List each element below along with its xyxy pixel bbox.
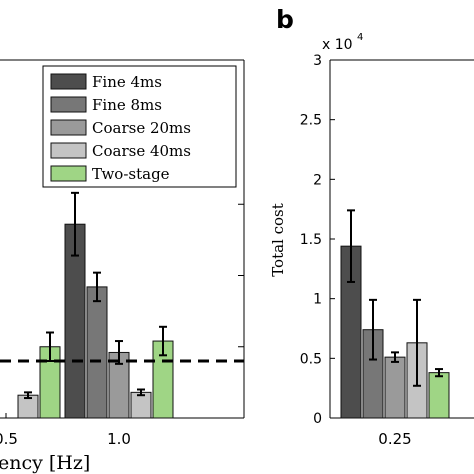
bar-b-two-stage [428, 372, 450, 419]
y-tick-label-b-2-5: 2.5 [300, 113, 322, 129]
y-tick-label-b-0: 0 [313, 411, 322, 427]
legend-label-fine-4ms: Fine 4ms [92, 73, 162, 91]
x-tick-label-b-0-25: 0.25 [378, 430, 411, 448]
y-tick-label-b-2: 2 [313, 172, 322, 188]
legend-swatch-fine-8ms [50, 96, 87, 113]
y-axis-label-b: Total cost [269, 203, 287, 277]
y-tick-label-b-1: 1 [313, 292, 322, 308]
legend-swatch-two-stage [50, 165, 87, 182]
y-tick-label-b-1-5: 1.5 [300, 232, 322, 248]
x-axis-label-a: ency [Hz] [0, 452, 90, 474]
y-tick-label-b-0-5: 0.5 [300, 351, 322, 367]
bar-b-coarse-20ms [384, 356, 406, 419]
y-exponent-label-b: x 10 [322, 37, 353, 53]
legend-swatch-coarse-40ms [50, 142, 87, 159]
y-tick-label-b-3: 3 [313, 53, 322, 69]
x-tick-label-a-0-5: 0.5 [0, 430, 18, 448]
panel-a: 0.5 1.0 Fine 4ms Fine 8ms Coarse 20ms Coarse … [0, 59, 245, 448]
y-exponent-power-b: 4 [357, 32, 363, 43]
legend-label-fine-8ms: Fine 8ms [92, 96, 162, 114]
legend-label-coarse-20ms: Coarse 20ms [92, 119, 191, 137]
panel-b: 0 0.5 1 1.5 2 2.5 3 0.25 [300, 53, 474, 448]
legend-swatch-coarse-20ms [50, 119, 87, 136]
legend-swatch-fine-4ms [50, 73, 87, 90]
panel-label-b: b [276, 5, 294, 34]
bar-a-fine-8ms-1-0 [86, 286, 108, 419]
legend-label-two-stage: Two-stage [92, 165, 170, 183]
x-tick-label-a-1-0: 1.0 [107, 430, 131, 448]
legend-label-coarse-40ms: Coarse 40ms [92, 142, 191, 160]
